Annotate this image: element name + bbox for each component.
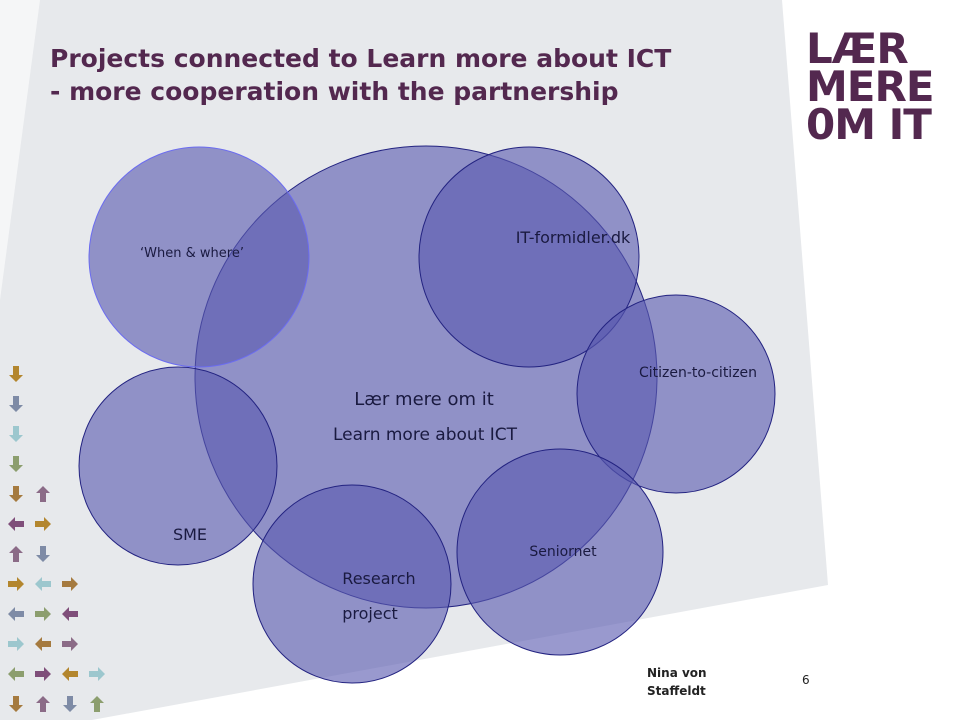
circle-seniornet — [456, 448, 664, 656]
logo-line-3: 0M IT — [806, 100, 932, 149]
footer-name-line-2: Staffeldt — [647, 684, 706, 698]
label-project: project — [342, 604, 398, 623]
pattern-arrow — [62, 607, 78, 621]
pattern-arrow — [63, 696, 77, 712]
pattern-arrow — [62, 577, 78, 591]
pattern-arrow — [8, 637, 24, 651]
logo-line-2: MERE — [806, 62, 935, 111]
pattern-arrow — [9, 486, 23, 502]
circle-when-where — [88, 146, 310, 368]
pattern-arrow — [8, 607, 24, 621]
pattern-arrow — [35, 667, 51, 681]
footer-author: Nina von Staffeldt — [647, 664, 707, 700]
pattern-arrow — [90, 696, 104, 712]
pattern-arrow — [35, 577, 51, 591]
label-when-where: ‘When & where’ — [140, 246, 244, 261]
pattern-arrow — [8, 577, 24, 591]
pattern-arrow — [8, 517, 24, 531]
label-sme: SME — [173, 525, 207, 544]
label-research: Research — [342, 569, 415, 588]
slide-title: Projects connected to Learn more about I… — [50, 42, 671, 108]
logo-line-1: LÆR — [806, 24, 909, 73]
pattern-arrow — [9, 456, 23, 472]
pattern-arrow — [36, 696, 50, 712]
page-number: 6 — [802, 673, 810, 687]
footer-name-line-1: Nina von — [647, 666, 707, 680]
decorative-arrow-pattern — [8, 366, 105, 712]
circle-research-project — [252, 484, 452, 684]
label-seniornet: Seniornet — [529, 544, 597, 560]
circle-citizen-to-citizen — [576, 294, 776, 494]
pattern-arrow — [35, 607, 51, 621]
pattern-arrow — [9, 696, 23, 712]
white-left-edge — [0, 0, 40, 300]
pattern-arrow — [36, 546, 50, 562]
title-line-2: - more cooperation with the partnership — [50, 77, 619, 106]
pattern-arrow — [9, 426, 23, 442]
circle-sme — [78, 366, 278, 566]
label-center-english: Learn more about ICT — [333, 425, 518, 445]
pattern-arrow — [9, 546, 23, 562]
pattern-arrow — [35, 517, 51, 531]
pattern-arrow — [9, 396, 23, 412]
pattern-arrow — [35, 637, 51, 651]
pattern-arrow — [36, 486, 50, 502]
pattern-arrow — [89, 667, 105, 681]
label-center-danish: Lær mere om it — [354, 389, 494, 410]
circle-it-formidler — [418, 146, 640, 368]
title-line-1: Projects connected to Learn more about I… — [50, 44, 672, 73]
lær-mere-om-it-logo: LÆR MERE 0M IT — [806, 24, 935, 149]
label-citizen-to-citizen: Citizen-to-citizen — [639, 365, 757, 381]
pattern-arrow — [62, 637, 78, 651]
pattern-arrow — [8, 667, 24, 681]
pattern-arrow — [9, 366, 23, 382]
pattern-arrow — [62, 667, 78, 681]
label-it-formidler: IT-formidler.dk — [516, 228, 631, 247]
